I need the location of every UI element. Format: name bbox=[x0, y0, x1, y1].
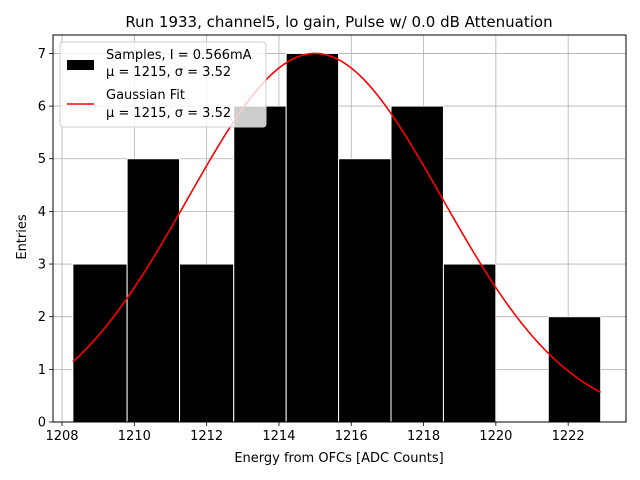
y-tick-label: 1 bbox=[38, 363, 46, 378]
y-tick-label: 0 bbox=[38, 416, 46, 431]
x-tick-label: 1214 bbox=[262, 429, 295, 444]
legend-fit-stats: μ = 1215, σ = 3.52 bbox=[106, 106, 231, 121]
legend-samples-swatch bbox=[67, 60, 94, 70]
y-tick-label: 2 bbox=[38, 310, 46, 325]
x-tick-label: 1210 bbox=[118, 429, 151, 444]
x-axis-label: Energy from OFCs [ADC Counts] bbox=[234, 451, 443, 466]
y-tick-label: 3 bbox=[38, 258, 46, 273]
legend-frame bbox=[59, 41, 267, 128]
histogram-bar bbox=[390, 105, 444, 423]
gaussian-fit-curve bbox=[72, 52, 602, 394]
x-tick-label: 1218 bbox=[407, 429, 440, 444]
fit-layer bbox=[72, 52, 602, 394]
x-tick-label: 1212 bbox=[190, 429, 223, 444]
bars-layer bbox=[72, 52, 602, 423]
y-axis-label: Entries bbox=[15, 214, 30, 260]
histogram-bar bbox=[126, 158, 181, 423]
y-tick-label: 6 bbox=[38, 100, 46, 115]
histogram-bar bbox=[72, 263, 128, 423]
legend-samples-stats: μ = 1215, σ = 3.52 bbox=[106, 65, 231, 80]
legend-samples-label: Samples, I = 0.566mA bbox=[106, 48, 252, 63]
histogram-bar bbox=[442, 263, 497, 423]
y-tick-label: 5 bbox=[38, 152, 46, 167]
histogram-bar bbox=[547, 316, 602, 423]
axes-frame bbox=[52, 34, 627, 423]
histogram-bar bbox=[285, 52, 340, 423]
histogram-bar bbox=[338, 158, 392, 423]
chart-title: Run 1933, channel5, lo gain, Pulse w/ 0.… bbox=[125, 13, 552, 31]
x-tick-label: 1216 bbox=[335, 429, 368, 444]
histogram-bar bbox=[233, 105, 287, 423]
ticks-layer: 1208 1210 1212 1214 1216 1218 1220 1222 0 1 2 3 4 5 6 7 bbox=[38, 47, 585, 444]
x-tick-label: 1208 bbox=[45, 429, 78, 444]
x-tick-label: 1222 bbox=[552, 429, 585, 444]
y-tick-label: 7 bbox=[38, 47, 46, 62]
histogram-bar bbox=[179, 263, 235, 423]
legend-fit-label: Gaussian Fit bbox=[106, 88, 185, 103]
x-tick-label: 1220 bbox=[479, 429, 512, 444]
legend: Samples, I = 0.566mA μ = 1215, σ = 3.52 … bbox=[59, 41, 267, 128]
y-tick-label: 4 bbox=[38, 205, 46, 220]
